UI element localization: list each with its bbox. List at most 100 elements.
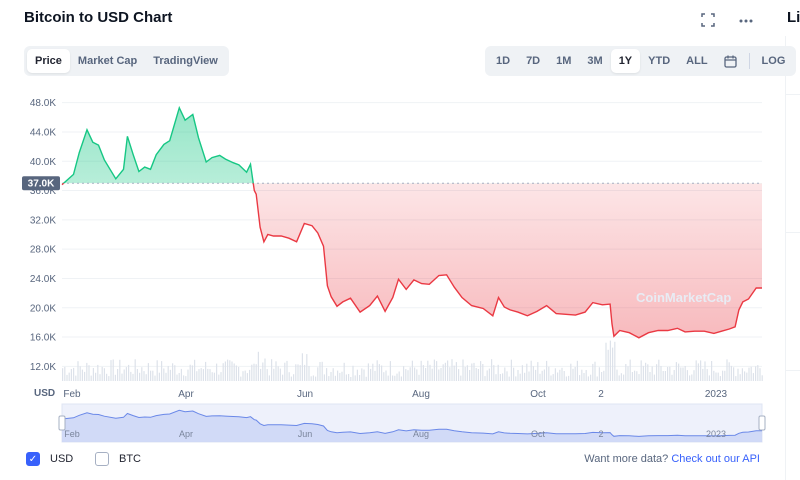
tab-price[interactable]: Price — [27, 49, 70, 73]
volume-bar — [191, 365, 193, 381]
volume-bar — [517, 370, 519, 381]
volume-bar — [264, 358, 266, 381]
btc-checkbox[interactable] — [95, 452, 109, 466]
volume-bar — [583, 373, 585, 381]
volume-bar — [178, 373, 180, 381]
volume-bar — [119, 359, 121, 381]
volume-bar — [748, 367, 750, 381]
volume-bar — [112, 359, 114, 381]
volume-bar — [284, 362, 286, 381]
more-horizontal-icon[interactable] — [736, 12, 756, 32]
volume-bar — [365, 376, 367, 381]
y-tick-label: 20.0K — [30, 303, 56, 314]
volume-bar — [180, 368, 182, 381]
tab-market-cap[interactable]: Market Cap — [77, 55, 138, 67]
volume-bar — [506, 371, 508, 381]
range-1m[interactable]: 1M — [556, 55, 572, 67]
volume-bar — [310, 376, 312, 381]
volume-bar — [620, 373, 622, 381]
volume-bar — [312, 375, 314, 381]
volume-bar — [528, 371, 530, 381]
volume-bar — [504, 367, 506, 381]
volume-bar — [675, 362, 677, 381]
volume-bar — [308, 366, 310, 381]
volume-bar — [189, 364, 191, 381]
volume-bar — [416, 369, 418, 381]
usd-toggle[interactable]: ✓ USD — [26, 452, 73, 466]
volume-bar — [321, 361, 323, 381]
volume-bar — [658, 359, 660, 381]
volume-bar — [242, 371, 244, 381]
volume-bar — [458, 369, 460, 381]
volume-bar — [183, 375, 185, 381]
volume-bar — [86, 362, 88, 381]
reference-price-badge — [22, 176, 60, 191]
volume-bar — [337, 370, 339, 381]
volume-bar — [686, 370, 688, 381]
volume-bar — [572, 368, 574, 381]
range-ytd[interactable]: YTD — [648, 55, 671, 67]
volume-bar — [614, 341, 616, 381]
volume-bar — [728, 362, 730, 381]
volume-bar — [367, 363, 369, 381]
volume-bar — [145, 374, 147, 381]
volume-bar — [669, 366, 671, 381]
volume-bar — [387, 375, 389, 381]
volume-bar — [90, 375, 92, 381]
tab-tradingview[interactable]: TradingView — [153, 55, 218, 67]
volume-bar — [114, 374, 116, 381]
volume-bar — [526, 363, 528, 381]
volume-bar — [211, 372, 213, 381]
volume-bar — [403, 366, 405, 381]
range-7d[interactable]: 7D — [526, 55, 541, 67]
price-chart[interactable]: 12.0K 16.0K 20.0K 24.0K 28.0K 32.0K 36.0K 40.0K… — [0, 0, 800, 450]
volume-bar — [130, 371, 132, 381]
volume-bar — [484, 376, 486, 381]
volume-bar — [200, 368, 202, 381]
volume-bar — [662, 371, 664, 381]
range-all[interactable]: ALL — [686, 55, 708, 67]
btc-toggle[interactable]: BTC — [95, 452, 141, 466]
volume-bar — [739, 374, 741, 381]
range-3m[interactable]: 3M — [587, 55, 603, 67]
range-1y[interactable]: 1Y — [610, 49, 641, 73]
volume-bar — [222, 363, 224, 381]
range-1d[interactable]: 1D — [496, 55, 511, 67]
volume-bar — [244, 370, 246, 381]
volume-bar — [730, 365, 732, 381]
btc-label: BTC — [119, 453, 141, 465]
volume-bar — [73, 367, 75, 381]
volume-bar — [535, 369, 537, 381]
api-promo-text: Want more data? — [584, 453, 669, 465]
volume-bar — [746, 372, 748, 381]
usd-checkbox[interactable]: ✓ — [26, 452, 40, 466]
volume-bar — [689, 375, 691, 381]
volume-bar — [587, 376, 589, 381]
volume-bar — [279, 368, 281, 381]
volume-bar — [640, 360, 642, 381]
volume-bar — [444, 362, 446, 381]
volume-bar — [231, 361, 233, 381]
range-navigator[interactable]: Feb Apr Jun Aug Oct 2 2023 — [58, 403, 766, 443]
volume-bar — [339, 372, 341, 381]
volume-bar — [268, 375, 270, 381]
expand-icon[interactable] — [698, 12, 718, 32]
volume-bar — [143, 371, 145, 381]
api-link[interactable]: Check out our API — [671, 453, 760, 465]
volume-bar — [554, 368, 556, 381]
volume-bar — [433, 359, 435, 381]
volume-bar — [328, 376, 330, 381]
y-tick-label: 48.0K — [30, 98, 56, 109]
volume-bar — [480, 361, 482, 381]
volume-bar — [493, 365, 495, 381]
log-scale-button[interactable]: LOG — [761, 55, 786, 67]
volume-bar — [106, 373, 108, 381]
volume-bar — [680, 367, 682, 381]
calendar-icon[interactable] — [716, 49, 745, 73]
volume-bar — [546, 360, 548, 381]
volume-bar — [469, 370, 471, 381]
volume-bar — [460, 375, 462, 381]
page-title: Bitcoin to USD Chart — [24, 9, 173, 26]
navigator-line — [61, 409, 762, 437]
navigator-tick-label: Jun — [298, 429, 313, 439]
